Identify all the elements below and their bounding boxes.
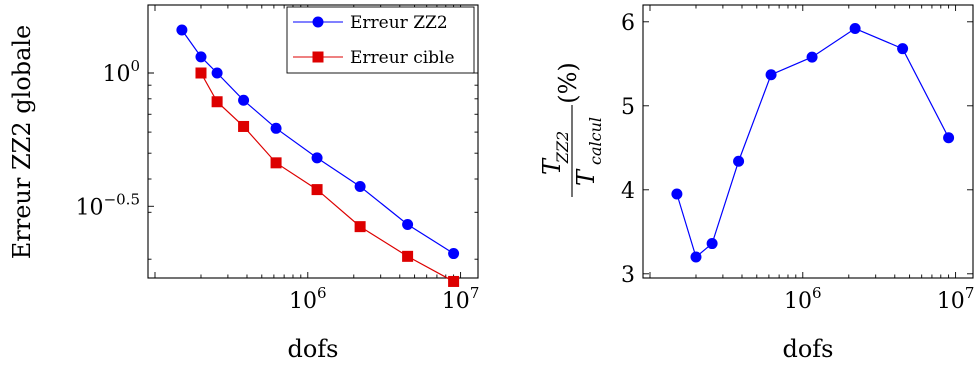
left-data-point [211, 96, 223, 108]
left-data-point [354, 221, 366, 233]
right-data-point [690, 251, 702, 263]
left-data-point [311, 152, 323, 164]
chart-right: 106 107 3 4 5 6 dofs T ZZ2 T calcul (%) [538, 4, 974, 363]
left-data-point [354, 180, 366, 192]
right-x-tick-label: 106 [784, 284, 822, 314]
left-x-tick-label: 106 [289, 284, 327, 314]
legend-marker-cible [312, 51, 324, 63]
left-data-point [402, 218, 414, 230]
right-ticks [642, 5, 973, 278]
right-tick-labels: 106 107 3 4 5 6 [621, 11, 974, 314]
ylabel-suffix: (%) [554, 62, 582, 104]
left-data-point [402, 250, 414, 262]
left-data-point [195, 67, 207, 79]
left-data-point [270, 122, 282, 134]
left-data-point [448, 275, 460, 287]
right-y-tick-label: 6 [621, 11, 635, 36]
right-y-tick-label: 4 [621, 179, 635, 204]
ylabel-num-T: T [538, 157, 566, 175]
ylabel-den-sub: calcul [586, 117, 605, 165]
right-y-axis-label: T ZZ2 T calcul (%) [538, 62, 605, 197]
left-y-axis-label: Erreur ZZ2 globale [8, 25, 36, 260]
left-series-line-1 [200, 72, 454, 282]
right-series [671, 23, 955, 263]
left-data-point [238, 120, 250, 132]
left-series [176, 24, 460, 287]
right-data-point [733, 155, 745, 167]
legend: Erreur ZZ2 Erreur cible [286, 6, 475, 74]
left-data-point [448, 248, 460, 260]
right-y-tick-label: 3 [621, 263, 635, 288]
left-x-axis-label: dofs [287, 335, 338, 363]
right-data-point [671, 188, 683, 200]
right-data-point [849, 23, 861, 35]
left-data-point [311, 184, 323, 196]
right-data-point [706, 238, 718, 250]
right-x-axis-label: dofs [782, 335, 833, 363]
left-data-point [238, 94, 250, 106]
left-tick-labels: 106 107 100 10−0.5 [76, 57, 480, 314]
right-data-point [897, 43, 909, 55]
legend-label-cible: Erreur cible [350, 48, 455, 68]
left-plot-frame [147, 4, 479, 279]
left-data-point [270, 157, 282, 169]
right-data-point [943, 132, 955, 144]
right-plot-frame [642, 4, 974, 279]
right-y-tick-label: 5 [621, 95, 635, 120]
left-y-tick-label: 100 [102, 57, 140, 87]
legend-marker-zz2 [312, 16, 324, 28]
right-data-point [765, 69, 777, 81]
left-x-tick-label: 107 [442, 284, 480, 314]
right-series-line-0 [676, 27, 950, 259]
right-data-point [806, 51, 818, 63]
left-data-point [176, 24, 188, 36]
left-y-tick-label: 10−0.5 [76, 190, 140, 220]
ylabel-num-sub: ZZ2 [553, 131, 572, 164]
left-data-point [211, 67, 223, 79]
ylabel-den-T: T [572, 168, 600, 186]
legend-label-zz2: Erreur ZZ2 [350, 13, 448, 33]
right-x-tick-label: 107 [937, 284, 975, 314]
left-data-point [195, 51, 207, 63]
